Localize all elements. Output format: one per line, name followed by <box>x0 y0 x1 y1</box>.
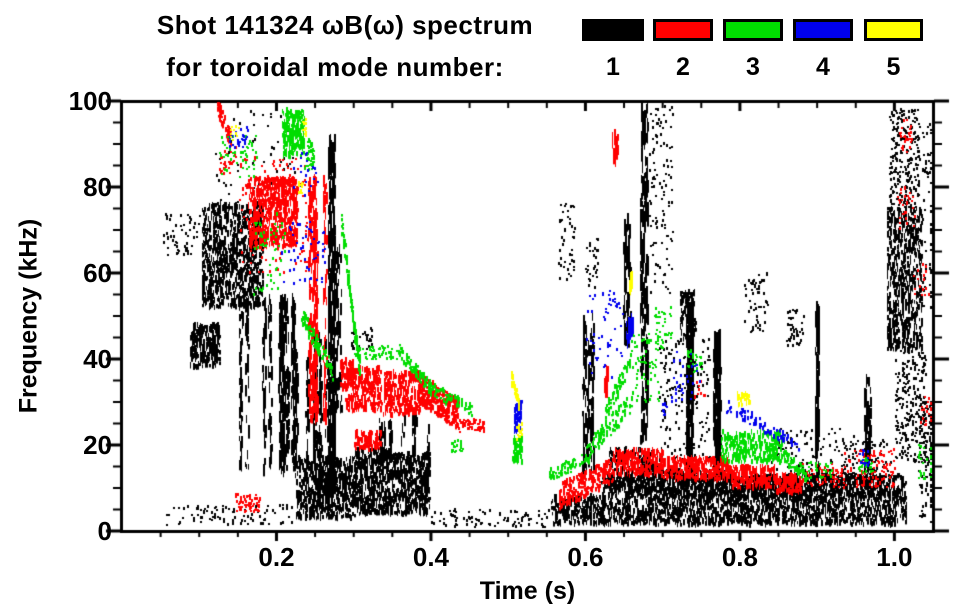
legend-label-mode-1: 1 <box>606 53 620 81</box>
y-tick-label-20: 20 <box>83 430 112 460</box>
y-tick-label-100: 100 <box>68 86 112 116</box>
legend-swatch-mode-1 <box>582 19 644 41</box>
x-tick-label-0.2: 0.2 <box>258 542 295 572</box>
legend-swatch-mode-3 <box>723 19 783 41</box>
y-tick-label-60: 60 <box>83 258 112 288</box>
legend-label-mode-5: 5 <box>886 53 901 81</box>
legend-swatch-mode-2 <box>653 19 713 41</box>
y-tick-label-0: 0 <box>97 516 112 546</box>
y-tick-label-40: 40 <box>83 344 112 374</box>
x-tick-label-1.0: 1.0 <box>876 542 913 572</box>
x-tick-label-0.4: 0.4 <box>412 542 450 572</box>
legend-swatch-mode-5 <box>864 19 923 41</box>
chart-title-line2: for toroidal mode number: <box>166 52 504 82</box>
x-tick-label-0.6: 0.6 <box>567 542 604 572</box>
chart-title-line1: Shot 141324 ωB(ω) spectrum <box>156 10 534 40</box>
x-tick-label-0.8: 0.8 <box>721 542 758 572</box>
legend-swatch-mode-4 <box>793 19 853 41</box>
y-axis-title: Frequency (kHz) <box>14 218 43 414</box>
legend-label-mode-2: 2 <box>676 53 690 81</box>
y-tick-label-80: 80 <box>83 172 112 202</box>
x-axis-title: Time (s) <box>479 577 576 605</box>
legend-label-mode-4: 4 <box>816 53 830 81</box>
legend-label-mode-3: 3 <box>746 53 760 81</box>
